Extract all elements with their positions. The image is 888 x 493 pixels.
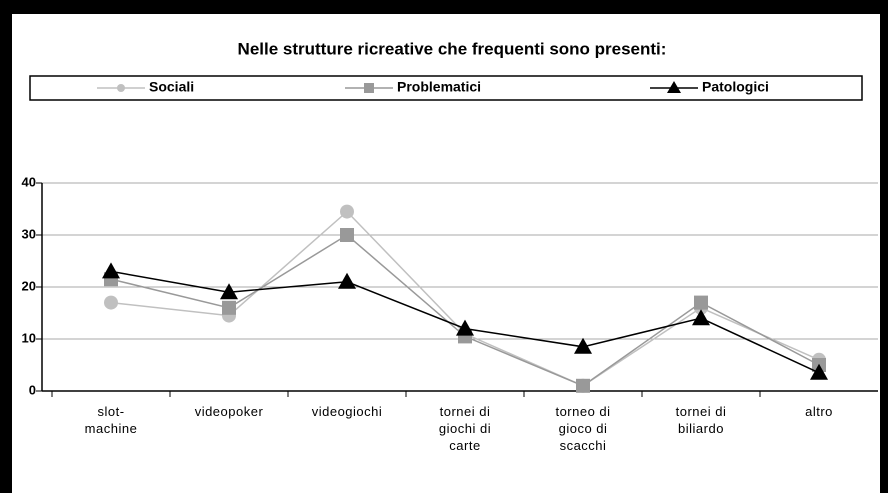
x-tick-label-line: biliardo — [678, 421, 724, 436]
x-tick-label: videopoker — [195, 404, 264, 419]
marker — [222, 300, 236, 315]
legend-marker — [364, 83, 374, 93]
marker — [576, 378, 590, 393]
legend-label: Patologici — [702, 79, 769, 95]
x-tick-label: altro — [805, 404, 833, 419]
marker — [340, 228, 354, 242]
marker — [338, 272, 356, 289]
x-tick-label-line: machine — [85, 421, 138, 436]
x-tick-label-line: tornei di — [676, 404, 727, 419]
marker — [456, 319, 474, 336]
x-tick-label-line: gioco di — [559, 421, 608, 436]
marker — [694, 295, 708, 310]
marker — [574, 337, 592, 354]
x-tick-label: tornei di giochi di carte — [439, 404, 491, 453]
x-tick-label: slot-machine — [85, 404, 138, 436]
marker — [340, 204, 354, 219]
x-tick-label-line: giochi di — [439, 421, 491, 436]
x-tick-label-line: carte — [449, 438, 480, 453]
marker — [692, 309, 710, 326]
x-tick-label: videogiochi — [312, 404, 383, 419]
x-tick-label-line: tornei di — [440, 404, 491, 419]
x-tick-label-line: scacchi — [560, 438, 607, 453]
marker — [810, 363, 828, 380]
marker — [104, 295, 118, 310]
chart-title: Nelle strutture ricreative che frequenti… — [238, 39, 667, 58]
y-tick-label: 10 — [22, 330, 36, 345]
marker — [102, 262, 120, 279]
y-tick-label: 20 — [22, 278, 36, 293]
y-tick-label: 30 — [22, 226, 36, 241]
legend-label: Sociali — [149, 79, 194, 95]
x-tick-label-line: torneo di — [555, 404, 610, 419]
x-tick-label: torneo di gioco di scacchi — [555, 404, 610, 453]
x-tick-label: tornei di biliardo — [676, 404, 727, 436]
legend-marker — [667, 81, 681, 93]
marker — [220, 283, 238, 300]
legend-marker — [117, 84, 125, 92]
legend-box — [29, 75, 863, 101]
x-tick-label-line: videogiochi — [312, 404, 383, 419]
y-tick-label: 40 — [22, 174, 36, 189]
x-tick-label-line: videopoker — [195, 404, 264, 419]
x-tick-label-line: altro — [805, 404, 833, 419]
y-tick-label: 0 — [29, 382, 36, 397]
x-tick-label-line: slot- — [97, 404, 124, 419]
legend-label: Problematici — [397, 79, 481, 95]
